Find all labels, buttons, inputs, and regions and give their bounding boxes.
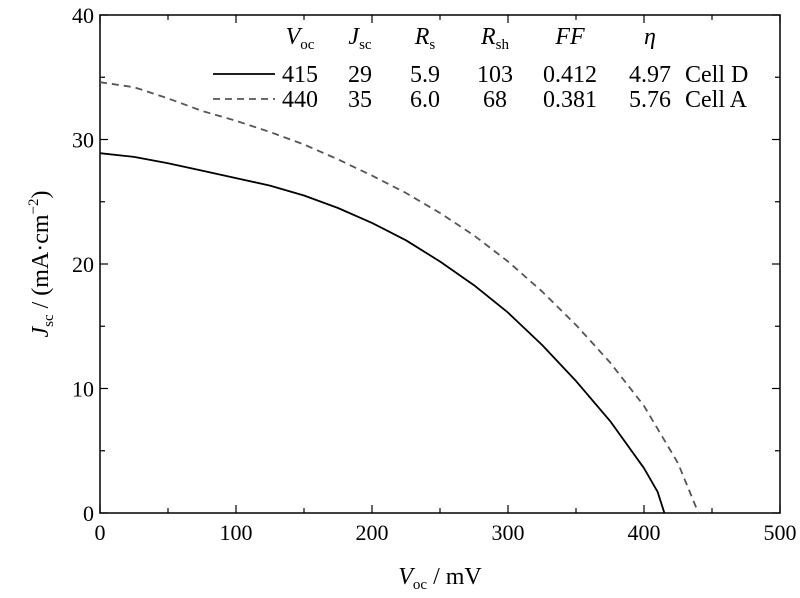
table-cell: 103 [477, 62, 513, 88]
table-cell: 29 [348, 62, 372, 88]
axis-ticks [99, 14, 781, 514]
legend-label: Cell A [685, 87, 748, 113]
table-cell: 6.0 [410, 87, 440, 113]
table-cell: 5.9 [410, 62, 440, 88]
y-tick-label: 30 [72, 128, 94, 153]
y-axis-title: Jsc / (mA·cm−2) [26, 190, 57, 337]
x-tick-label: 0 [95, 520, 106, 545]
tick-labels: 0 100 200 300 400 500 0 10 20 30 40 [72, 3, 797, 545]
x-tick-label: 200 [356, 520, 389, 545]
table-header: η [644, 24, 656, 50]
legend-table: Voc Jsc Rs Rsh FF η 415 29 5.9 103 0.412 4.97 Cell D… [213, 24, 748, 113]
plot-frame [99, 14, 781, 514]
legend-label: Cell D [685, 62, 748, 88]
x-axis-title: Voc / mV [398, 564, 482, 593]
table-cell: 5.76 [629, 87, 671, 113]
table-header: Jsc [348, 24, 371, 53]
y-tick-label: 10 [72, 377, 94, 402]
table-header: FF [554, 24, 585, 50]
y-tick-label: 20 [72, 252, 94, 277]
table-header: Rsh [480, 24, 510, 53]
table-cell: 35 [348, 87, 372, 113]
x-tick-label: 100 [220, 520, 253, 545]
series-line-1 [99, 81, 700, 514]
x-tick-label: 300 [492, 520, 525, 545]
table-cell: 0.412 [543, 62, 597, 88]
table-cell: 440 [282, 87, 318, 113]
series-line-0 [99, 152, 666, 514]
y-tick-label: 0 [83, 501, 94, 526]
x-tick-label: 500 [764, 520, 797, 545]
table-cell: 68 [483, 87, 507, 113]
series-curves [99, 81, 700, 514]
table-header: Rs [414, 24, 436, 53]
table-cell: 4.97 [629, 62, 671, 88]
table-header: Voc [286, 24, 315, 53]
table-cell: 0.381 [543, 87, 597, 113]
x-tick-label: 400 [628, 520, 661, 545]
table-cell: 415 [282, 62, 318, 88]
y-tick-label: 40 [72, 3, 94, 28]
